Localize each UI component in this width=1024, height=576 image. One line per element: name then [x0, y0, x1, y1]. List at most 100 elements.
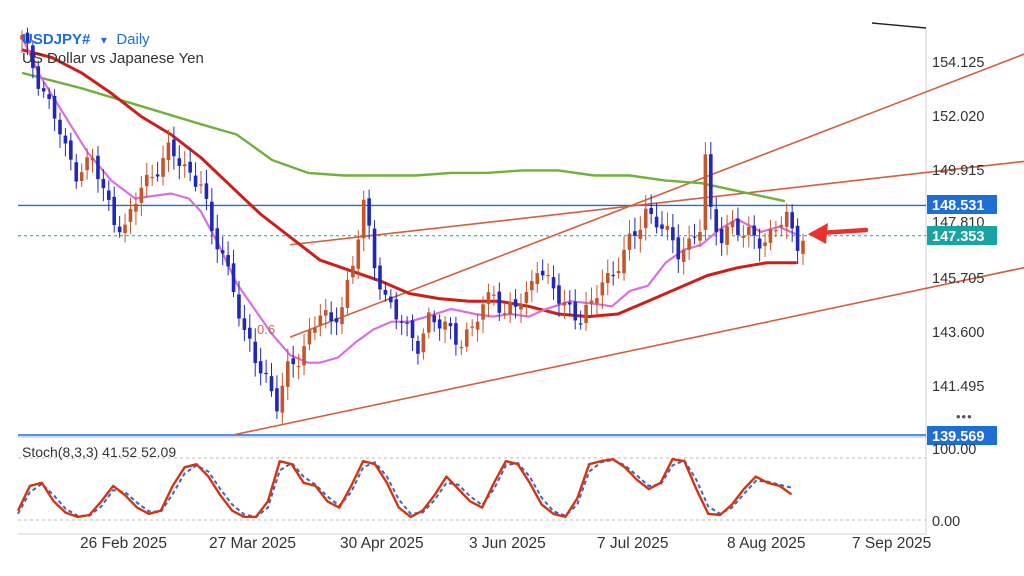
candle-bullish: [470, 326, 474, 328]
date-tick: 3 Jun 2025: [469, 535, 546, 552]
channel-line: [290, 160, 1024, 246]
candle-bullish: [443, 321, 447, 330]
candle-bullish: [741, 235, 746, 238]
candle-bullish: [616, 270, 621, 274]
candle-bullish: [144, 174, 149, 187]
timeframe-label[interactable]: Daily: [116, 31, 150, 48]
candle-bullish: [492, 294, 496, 296]
candle-bearish: [611, 274, 615, 277]
price-tick: 154.125: [932, 55, 984, 71]
candle-bearish: [193, 175, 198, 187]
corner-trendline: [871, 22, 927, 29]
symbol-name[interactable]: USDJPY#: [22, 31, 91, 48]
price-tag-text: 148.531: [932, 198, 984, 214]
candle-bearish: [117, 226, 122, 233]
candle-bullish: [166, 142, 171, 161]
date-tick: 8 Aug 2025: [727, 535, 805, 552]
candle-bearish: [329, 312, 333, 322]
symbol-header[interactable]: USDJPY# ▾ Daily: [22, 31, 150, 48]
candle-bearish: [172, 139, 176, 157]
price-tick: 152.020: [932, 109, 984, 125]
candle-bearish: [383, 289, 388, 295]
candle-bearish: [568, 302, 572, 305]
candle-bullish: [774, 229, 778, 232]
candle-bearish: [177, 158, 182, 166]
candle-bearish: [790, 212, 794, 229]
candle-bullish: [150, 176, 154, 179]
candle-bearish: [671, 227, 675, 241]
candle-bullish: [475, 321, 480, 330]
candle-bearish: [497, 291, 502, 313]
candle-bullish: [681, 250, 686, 262]
candle-bullish: [139, 187, 144, 203]
candle-bearish: [557, 285, 561, 304]
candle-bearish: [540, 270, 545, 276]
candle-bearish: [242, 318, 247, 330]
date-tick: 27 Mar 2025: [209, 535, 296, 552]
candle-bearish: [752, 225, 757, 236]
ma-slow-line: [21, 71, 786, 203]
candle-bearish: [58, 119, 62, 135]
price-tick: 149.915: [932, 163, 984, 179]
date-axis: 26 Feb 2025 27 Mar 2025 30 Apr 2025 3 Ju…: [80, 535, 931, 552]
candle-bullish: [128, 208, 133, 222]
candle-bullish: [85, 157, 89, 171]
candle-bullish: [123, 224, 127, 234]
more-options-icon[interactable]: •••: [956, 409, 973, 424]
candle-bullish: [768, 229, 773, 243]
fib-label: 0.6: [257, 322, 275, 337]
candle-bullish: [481, 304, 485, 320]
candle-bearish: [714, 209, 719, 232]
candle-bullish: [313, 328, 317, 333]
candle-bullish: [622, 249, 626, 274]
candle-bullish: [361, 199, 366, 239]
candle-bullish: [280, 385, 285, 413]
candle-bearish: [253, 341, 258, 364]
candle-bullish: [345, 279, 350, 308]
symbol-dropdown-icon[interactable]: ▾: [101, 33, 107, 47]
candle-bullish: [524, 291, 529, 303]
candle-bullish: [779, 224, 784, 227]
candle-bearish: [188, 161, 192, 173]
candle-bullish: [763, 242, 767, 247]
candle-bearish: [448, 323, 453, 327]
candle-bearish: [709, 154, 713, 207]
price-tick: 145.705: [932, 271, 984, 287]
candle-bullish: [161, 158, 165, 177]
candle-bullish: [459, 346, 464, 349]
candle-bullish: [519, 303, 523, 310]
candle-bearish: [248, 327, 252, 339]
date-tick: 7 Jul 2025: [597, 535, 669, 552]
candle-bullish: [595, 298, 599, 304]
candle-bearish: [578, 323, 583, 325]
candle-bullish: [703, 154, 708, 230]
stoch-k-line: [16, 458, 793, 519]
candle-bearish: [112, 196, 117, 225]
ma-mid-line: [21, 48, 797, 319]
candle-bearish: [367, 198, 371, 226]
candle-bullish: [323, 309, 328, 316]
candle-bearish: [573, 301, 578, 321]
candle-bullish: [79, 172, 84, 181]
price-tag-text: 139.569: [932, 429, 984, 445]
candle-bearish: [633, 231, 637, 236]
candle-bearish: [74, 162, 79, 182]
date-tick: 26 Feb 2025: [80, 535, 167, 552]
price-tag-bg: [927, 426, 997, 445]
candle-bullish: [605, 273, 610, 284]
candle-bullish: [627, 233, 632, 250]
candle-bearish: [654, 216, 659, 228]
candle-bearish: [437, 319, 442, 329]
candle-bullish: [546, 274, 550, 277]
candle-bullish: [340, 307, 344, 325]
candle-bearish: [204, 183, 209, 199]
candle-bearish: [269, 376, 274, 392]
channel-lines: [234, 53, 1024, 436]
candle-bullish: [801, 240, 805, 254]
candle-bearish: [106, 190, 111, 200]
price-tag-last: 147.353: [927, 226, 997, 245]
candlesticks: [20, 27, 805, 424]
candle-bullish: [687, 238, 691, 250]
candle-bullish: [182, 164, 187, 167]
